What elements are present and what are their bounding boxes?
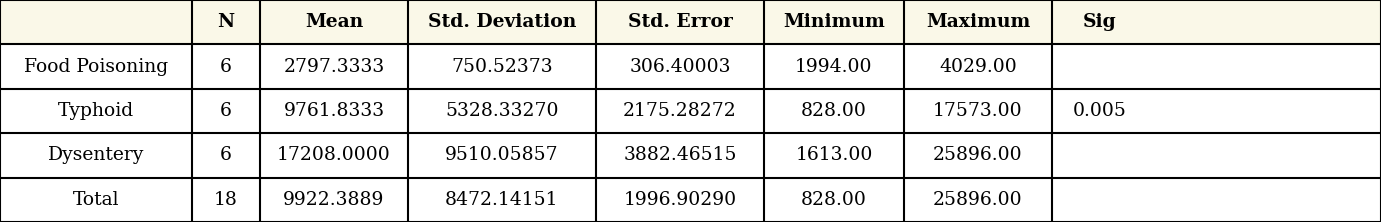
Text: 3882.46515: 3882.46515	[623, 146, 736, 165]
Text: Maximum: Maximum	[925, 13, 1030, 31]
Text: 25896.00: 25896.00	[934, 191, 1023, 209]
Bar	[0, 133, 1381, 178]
Text: Typhoid: Typhoid	[58, 102, 134, 120]
Bar	[0, 44, 1381, 89]
Text: 6: 6	[220, 102, 232, 120]
Text: 18: 18	[214, 191, 238, 209]
Text: 0.005: 0.005	[1073, 102, 1127, 120]
Text: 6: 6	[220, 57, 232, 76]
Text: 1613.00: 1613.00	[795, 146, 873, 165]
Text: 5328.33270: 5328.33270	[445, 102, 559, 120]
Text: 8472.14151: 8472.14151	[445, 191, 559, 209]
Text: 1996.90290: 1996.90290	[623, 191, 736, 209]
Bar	[0, 178, 1381, 222]
Text: N: N	[217, 13, 235, 31]
Text: Mean: Mean	[305, 13, 363, 31]
Text: 25896.00: 25896.00	[934, 146, 1023, 165]
Text: 9922.3889: 9922.3889	[283, 191, 385, 209]
Text: Total: Total	[73, 191, 119, 209]
Text: 828.00: 828.00	[801, 191, 867, 209]
Text: 17573.00: 17573.00	[934, 102, 1023, 120]
Text: Sig: Sig	[1083, 13, 1117, 31]
Text: 4029.00: 4029.00	[939, 57, 1016, 76]
Text: 306.40003: 306.40003	[630, 57, 731, 76]
Text: 9761.8333: 9761.8333	[283, 102, 384, 120]
Text: 6: 6	[220, 146, 232, 165]
Text: 828.00: 828.00	[801, 102, 867, 120]
Text: 9510.05857: 9510.05857	[445, 146, 559, 165]
Text: 1994.00: 1994.00	[795, 57, 873, 76]
Text: 17208.0000: 17208.0000	[278, 146, 391, 165]
Bar	[0, 89, 1381, 133]
Text: 750.52373: 750.52373	[452, 57, 552, 76]
Text: Std. Deviation: Std. Deviation	[428, 13, 576, 31]
Text: 2797.3333: 2797.3333	[283, 57, 385, 76]
Text: Std. Error: Std. Error	[627, 13, 732, 31]
Text: Dysentery: Dysentery	[48, 146, 144, 165]
Text: 2175.28272: 2175.28272	[623, 102, 737, 120]
Text: Food Poisoning: Food Poisoning	[23, 57, 168, 76]
Bar	[0, 0, 1381, 44]
Text: Minimum: Minimum	[783, 13, 885, 31]
